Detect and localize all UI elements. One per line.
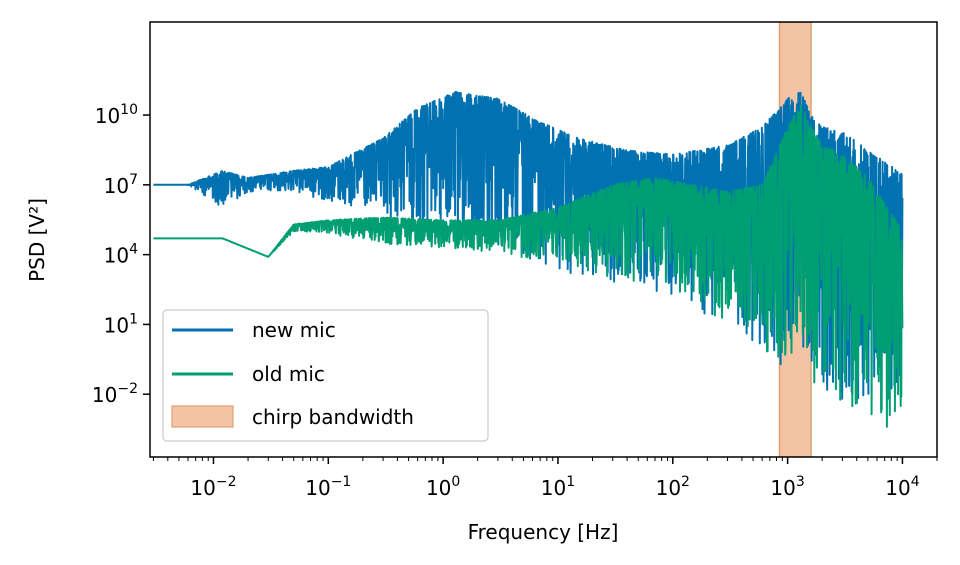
y-tick-label: 1010 — [95, 102, 138, 128]
x-tick-label: 102 — [656, 474, 690, 500]
y-tick-label: 101 — [104, 311, 138, 337]
y-tick-label: 104 — [104, 242, 138, 268]
x-tick-label: 10−1 — [305, 474, 351, 500]
legend-frame — [162, 309, 489, 442]
x-tick-label: 104 — [885, 474, 919, 500]
legend-label-new-mic: new mic — [252, 318, 336, 342]
x-tick-label: 103 — [770, 474, 804, 500]
y-axis: 10−2 101 104 107 1010 — [92, 102, 150, 407]
y-tick-label: 107 — [104, 172, 138, 198]
series-line-old-mic — [152, 104, 904, 428]
y-axis-label: PSD [V²] — [25, 198, 49, 282]
series-layer — [152, 90, 904, 428]
x-tick-label: 10−2 — [190, 474, 236, 500]
legend-swatch-chirp-bandwidth — [171, 405, 234, 428]
y-tick-label: 10−2 — [92, 381, 138, 407]
x-axis-label: Frequency [Hz] — [468, 520, 619, 544]
x-tick-label: 101 — [541, 474, 575, 500]
x-tick-label: 100 — [426, 474, 460, 500]
legend-label-chirp-bandwidth: chirp bandwidth — [252, 405, 414, 429]
legend-label-old-mic: old mic — [252, 362, 325, 386]
x-axis: 10−2 10−1 100 101 102 103 104 — [152, 457, 938, 500]
legend: new mic old mic chirp bandwidth — [162, 309, 489, 442]
plot-frame — [149, 21, 938, 458]
